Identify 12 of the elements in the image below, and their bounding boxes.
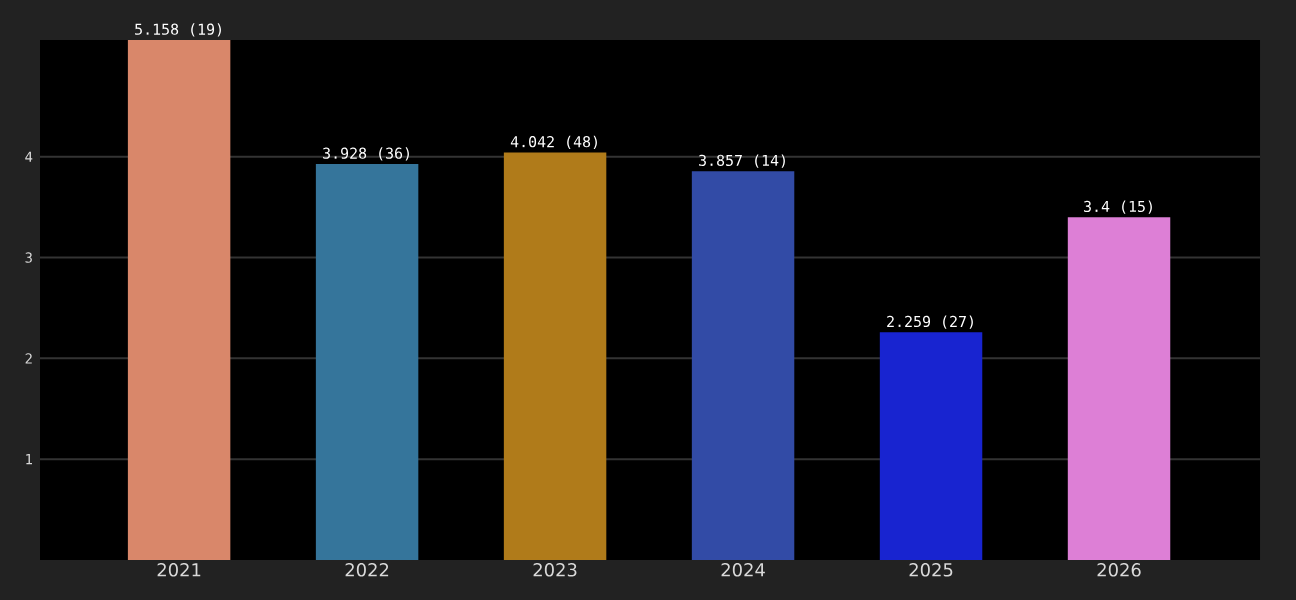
x-tick-label: 2023: [533, 563, 577, 577]
x-tick-label: 2021: [157, 563, 201, 577]
bar: [503, 152, 607, 560]
bar: [315, 163, 419, 560]
bar: [127, 39, 231, 560]
x-tick-label: 2026: [1097, 563, 1141, 577]
x-tick-label: 2022: [345, 563, 389, 577]
bar: [879, 332, 983, 560]
bar: [691, 171, 795, 560]
x-tick-label: 2025: [909, 563, 953, 577]
bar: [1067, 217, 1171, 560]
x-tick-label: 2024: [721, 563, 765, 577]
